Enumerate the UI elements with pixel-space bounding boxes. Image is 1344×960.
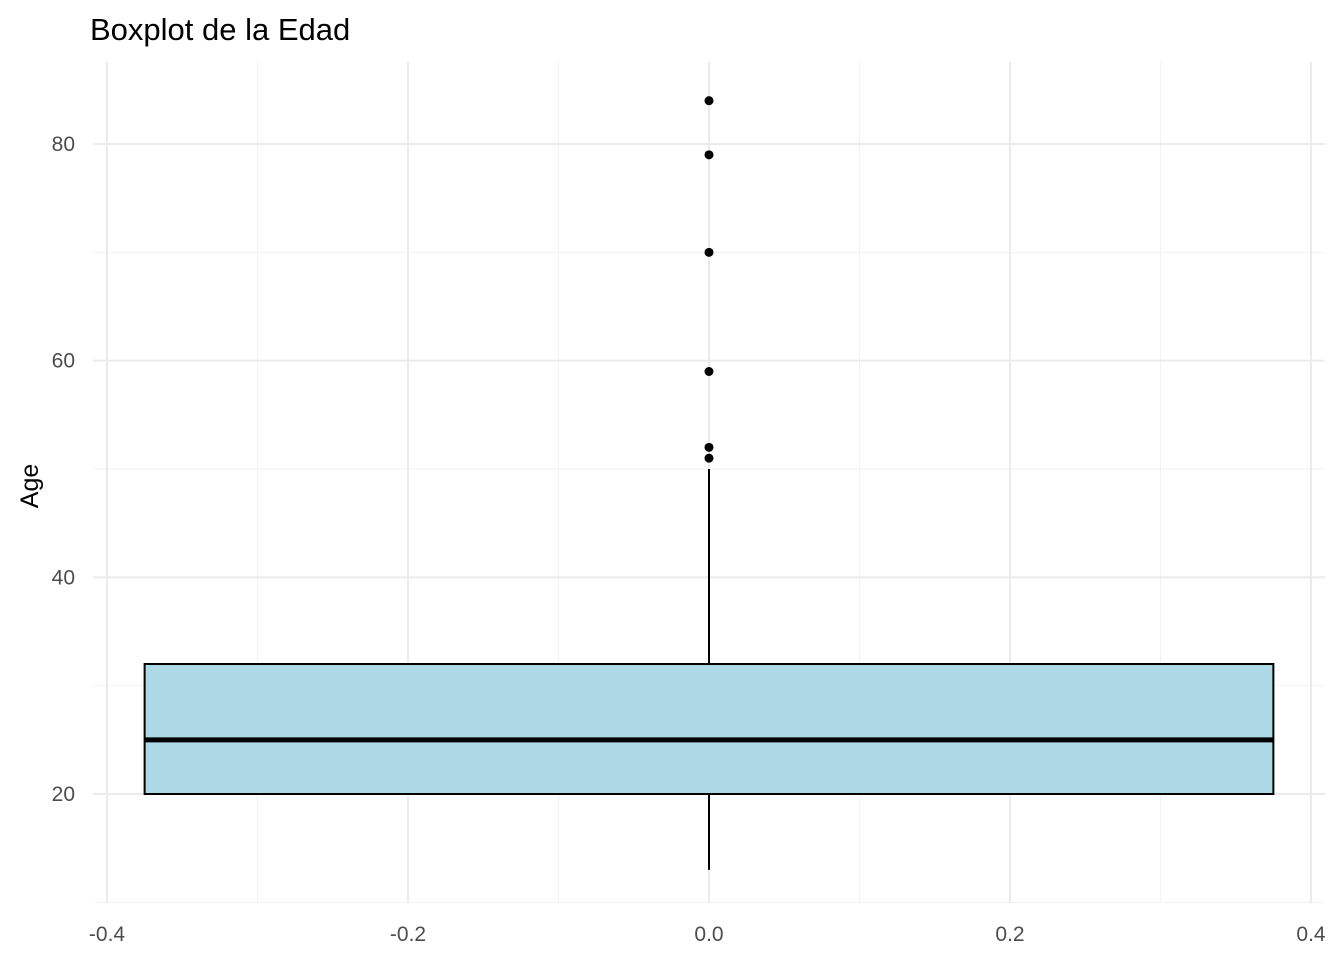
x-tick-label: -0.4 <box>89 923 126 946</box>
y-axis-label: Age <box>16 464 44 508</box>
chart-title: Boxplot de la Edad <box>90 12 350 47</box>
outlier-point <box>704 367 714 376</box>
box-group <box>143 469 1275 870</box>
outlier-point <box>704 150 714 160</box>
y-tick-label: 80 <box>52 133 75 156</box>
y-tick-label: 20 <box>52 783 75 806</box>
x-tick-label: 0.2 <box>995 923 1024 946</box>
iqr-box <box>143 663 1275 795</box>
y-tick-label: 40 <box>52 566 75 589</box>
x-tick-label: -0.2 <box>390 923 426 946</box>
x-tick-label: 0.4 <box>1296 923 1326 946</box>
outlier-point <box>704 442 714 452</box>
outlier-points <box>704 96 714 463</box>
x-tick-label: 0.0 <box>694 923 723 946</box>
outlier-point <box>704 247 714 257</box>
x-axis-ticks: -0.4 -0.2 0.0 0.2 0.4 <box>89 923 1326 946</box>
y-axis-ticks: 20 40 60 80 <box>52 133 75 806</box>
outlier-point <box>704 96 714 106</box>
outlier-point <box>704 453 714 463</box>
y-tick-label: 60 <box>52 350 75 373</box>
